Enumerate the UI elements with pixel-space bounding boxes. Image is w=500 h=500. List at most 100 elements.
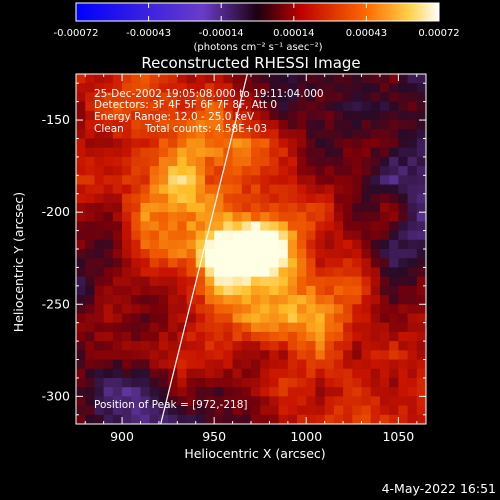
- heatmap-cell: [297, 295, 307, 305]
- heatmap-cell: [85, 221, 96, 232]
- heatmap-cell: [140, 147, 151, 158]
- heatmap-cell: [76, 368, 86, 379]
- heatmap-cell: [416, 202, 426, 213]
- heatmap-cell: [112, 230, 123, 241]
- heatmap-cell: [149, 405, 160, 416]
- heatmap-cell: [122, 396, 132, 407]
- heatmap-cell: [416, 276, 426, 287]
- heatmap-cell: [76, 322, 86, 333]
- heatmap-cell: [260, 331, 271, 342]
- heatmap-cell: [223, 396, 234, 407]
- heatmap-cell: [251, 156, 261, 167]
- heatmap-cell: [269, 350, 280, 361]
- heatmap-cell: [333, 350, 344, 361]
- heatmap-cell: [232, 184, 243, 195]
- heatmap-cell: [269, 74, 280, 84]
- heatmap-cell: [389, 313, 399, 324]
- heatmap-cell: [324, 83, 335, 94]
- heatmap-cell: [168, 221, 178, 232]
- heatmap-cell: [232, 74, 243, 84]
- heatmap-cell: [398, 147, 409, 158]
- heatmap-cell: [195, 74, 206, 84]
- heatmap-cell: [94, 83, 105, 94]
- heatmap-cell: [287, 74, 298, 84]
- heatmap-cell: [131, 295, 142, 305]
- heatmap-cell: [140, 166, 151, 176]
- heatmap-cell: [168, 285, 178, 296]
- heatmap-cell: [204, 138, 215, 149]
- heatmap-cell: [223, 313, 234, 324]
- heatmap-cell: [251, 331, 261, 342]
- heatmap-cell: [306, 175, 317, 186]
- heatmap-cell: [361, 110, 372, 121]
- heatmap-cell: [379, 147, 390, 158]
- heatmap-cell: [158, 368, 169, 379]
- heatmap-cell: [379, 249, 390, 259]
- heatmap-cell: [204, 202, 215, 213]
- heatmap-cell: [416, 295, 426, 305]
- heatmap-cell: [260, 304, 271, 315]
- heatmap-cell: [333, 166, 344, 176]
- heatmap-cell: [149, 377, 160, 388]
- heatmap-cell: [361, 156, 372, 167]
- heatmap-cell: [76, 221, 86, 232]
- heatmap-cell: [149, 276, 160, 287]
- heatmap-cell: [204, 295, 215, 305]
- heatmap-cell: [140, 359, 151, 370]
- heatmap-cell: [416, 184, 426, 195]
- heatmap-cell: [223, 377, 234, 388]
- heatmap-cell: [149, 359, 160, 370]
- heatmap-cell: [85, 92, 96, 103]
- heatmap-cell: [195, 322, 206, 333]
- heatmap-cell: [241, 249, 252, 259]
- heatmap-cell: [195, 83, 206, 94]
- heatmap-cell: [297, 129, 307, 140]
- heatmap-cell: [389, 101, 399, 112]
- heatmap-cell: [315, 341, 326, 351]
- heatmap-cell: [315, 110, 326, 121]
- heatmap-cell: [278, 74, 289, 84]
- heatmap-cell: [407, 258, 418, 269]
- heatmap-cell: [333, 304, 344, 315]
- heatmap-cell: [324, 120, 335, 130]
- heatmap-cell: [407, 276, 418, 287]
- heatmap-cell: [112, 295, 123, 305]
- heatmap-cell: [241, 202, 252, 213]
- heatmap-cell: [158, 304, 169, 315]
- heatmap-cell: [333, 295, 344, 305]
- heatmap-cell: [112, 74, 123, 84]
- heatmap-cell: [306, 249, 317, 259]
- heatmap-cell: [177, 377, 188, 388]
- heatmap-cell: [398, 414, 409, 424]
- heatmap-cell: [251, 387, 261, 397]
- heatmap-cell: [158, 166, 169, 176]
- heatmap-cell: [76, 110, 86, 121]
- heatmap-cell: [195, 276, 206, 287]
- heatmap-cell: [306, 267, 317, 278]
- heatmap-cell: [177, 285, 188, 296]
- heatmap-cell: [195, 368, 206, 379]
- heatmap-cell: [379, 110, 390, 121]
- heatmap-cell: [140, 396, 151, 407]
- heatmap-cell: [140, 313, 151, 324]
- heatmap-cell: [269, 258, 280, 269]
- heatmap-cell: [287, 92, 298, 103]
- heatmap-cell: [389, 405, 399, 416]
- heatmap-cell: [112, 138, 123, 149]
- heatmap-cell: [195, 359, 206, 370]
- heatmap-cell: [204, 331, 215, 342]
- heatmap-cell: [131, 258, 142, 269]
- heatmap-cell: [204, 405, 215, 416]
- heatmap-cell: [306, 258, 317, 269]
- heatmap-cell: [103, 285, 114, 296]
- heatmap-cell: [379, 83, 390, 94]
- heatmap-cell: [260, 230, 271, 241]
- heatmap-cell: [315, 331, 326, 342]
- heatmap-cell: [223, 359, 234, 370]
- heatmap-cell: [297, 276, 307, 287]
- heatmap-cell: [389, 396, 399, 407]
- heatmap-cell: [333, 405, 344, 416]
- heatmap-cell: [416, 129, 426, 140]
- heatmap-cell: [297, 313, 307, 324]
- heatmap-cell: [177, 166, 188, 176]
